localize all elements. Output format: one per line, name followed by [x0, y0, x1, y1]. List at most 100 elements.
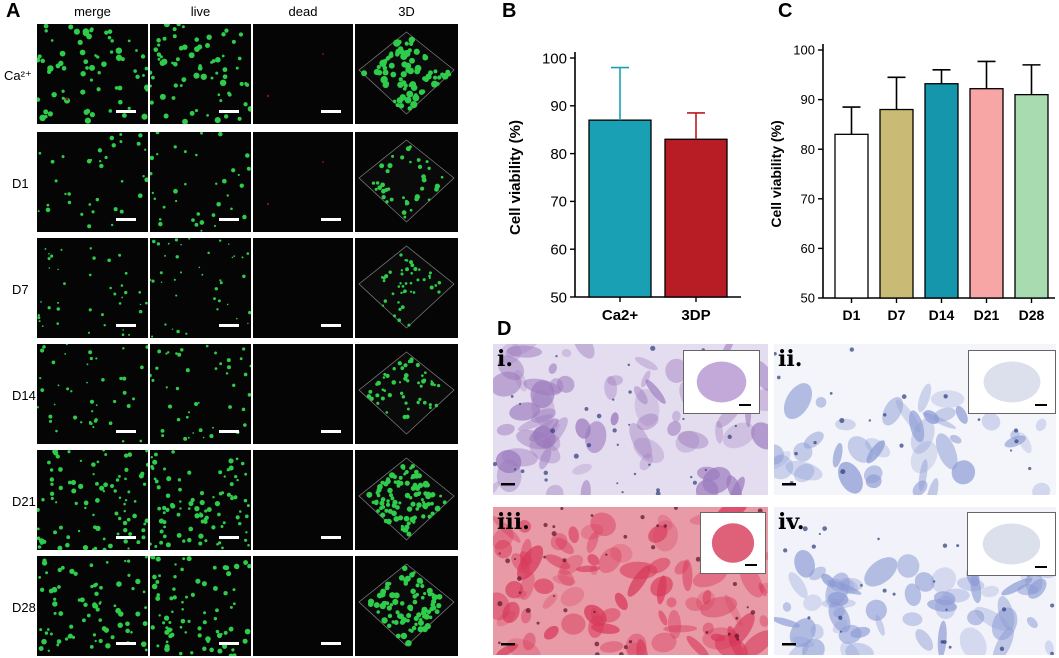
cell-dot: [434, 183, 441, 189]
tissue-blob: [598, 547, 622, 574]
cell-dot: [414, 93, 418, 97]
cell-dot: [239, 357, 243, 361]
cell-dot: [115, 54, 123, 61]
cell-dot: [420, 584, 425, 589]
cell-dot: [141, 535, 146, 540]
nucleus-dot: [822, 526, 828, 531]
nucleus-dot: [520, 469, 525, 474]
cell-dot: [212, 565, 217, 570]
cell-dot: [50, 254, 54, 258]
cell-dot: [183, 150, 187, 154]
cell-dot: [395, 610, 400, 615]
cell-dot: [102, 547, 107, 550]
cell-dot: [37, 527, 40, 531]
cell-dot: [239, 81, 244, 87]
tissue-blob: [505, 580, 524, 599]
tissue-blob: [832, 619, 848, 634]
cell-dot: [151, 279, 155, 283]
tissue-blob: [590, 512, 616, 537]
tissue-blob: [702, 622, 714, 635]
scale-bar: [321, 324, 341, 327]
cell-dot: [214, 351, 217, 355]
cell-dot: [156, 242, 161, 246]
tissue-blob: [522, 632, 536, 651]
cell-dot: [41, 560, 48, 566]
nucleus-dot: [552, 525, 556, 529]
subpanel-label-4: iv.: [778, 509, 805, 535]
tissue-blob: [539, 447, 552, 470]
tissue-blob: [826, 580, 862, 595]
cell-dot: [47, 649, 51, 652]
tissue-blob: [835, 418, 856, 431]
cell-dot: [200, 519, 205, 524]
cell-dot: [157, 349, 162, 354]
cell-dot: [397, 515, 404, 521]
cell-dot: [179, 271, 183, 274]
volume-box: [358, 457, 455, 541]
cell-dot: [59, 525, 63, 530]
cell-dot: [97, 148, 103, 153]
cell-dot: [398, 475, 403, 480]
cell-dot: [225, 372, 229, 375]
cell-dot: [101, 626, 107, 632]
tissue-blob: [641, 370, 651, 388]
cell-dot: [211, 59, 216, 63]
nucleus-dot: [536, 621, 540, 625]
tissue-blob: [636, 413, 659, 431]
cell-dot: [374, 187, 378, 191]
cell-dot: [400, 291, 403, 295]
cell-dot: [39, 376, 42, 380]
nucleus-dot: [882, 588, 887, 593]
cell-dot: [403, 373, 409, 378]
cell-dot: [388, 472, 396, 479]
cell-dot: [392, 366, 396, 371]
tissue-blob: [933, 591, 956, 606]
cell-dot: [217, 541, 222, 545]
tissue-blob: [667, 420, 682, 436]
cell-dot: [196, 212, 201, 216]
cell-dot: [422, 400, 427, 405]
cell-dot: [386, 605, 392, 611]
cell-dot: [206, 114, 209, 117]
cell-dot: [194, 513, 200, 519]
cell-dot: [138, 133, 143, 138]
cell-dot: [60, 565, 65, 570]
cell-dot: [386, 499, 390, 503]
tissue-blob: [672, 410, 681, 422]
tissue-blob: [909, 410, 925, 443]
cell-dot: [167, 242, 170, 245]
cell-dot: [99, 485, 105, 491]
cell-dot: [408, 36, 416, 44]
cell-dot: [405, 641, 410, 646]
micrograph-3d-4: [355, 450, 458, 550]
cell-dot: [37, 210, 40, 213]
cell-dot: [111, 143, 116, 148]
cell-dot: [392, 499, 398, 506]
cell-dot: [96, 460, 100, 464]
cell-dot: [38, 320, 41, 323]
nucleus-dot: [612, 428, 617, 433]
cell-dot: [435, 82, 440, 86]
tissue-blob: [549, 378, 564, 394]
cell-dot: [89, 356, 93, 361]
cell-dot: [136, 613, 140, 617]
scale-bar: [116, 642, 136, 645]
cell-dot: [180, 618, 186, 624]
nucleus-dot: [628, 640, 633, 644]
cell-dot: [425, 73, 432, 80]
tissue-blob: [545, 484, 564, 495]
cell-dot: [162, 534, 167, 539]
cell-dot: [214, 287, 218, 291]
tissue-blob: [782, 602, 792, 612]
cell-dot: [95, 357, 98, 360]
tissue-blob: [496, 610, 516, 627]
cell-dot: [404, 524, 410, 530]
cell-dot: [223, 475, 226, 478]
cell-dot: [426, 609, 432, 615]
tissue-blob: [496, 423, 515, 436]
cell-dot: [405, 146, 411, 152]
cell-dot: [205, 344, 209, 348]
cell-dot: [153, 47, 159, 52]
cell-dot: [175, 352, 178, 355]
cell-dot: [107, 29, 113, 34]
